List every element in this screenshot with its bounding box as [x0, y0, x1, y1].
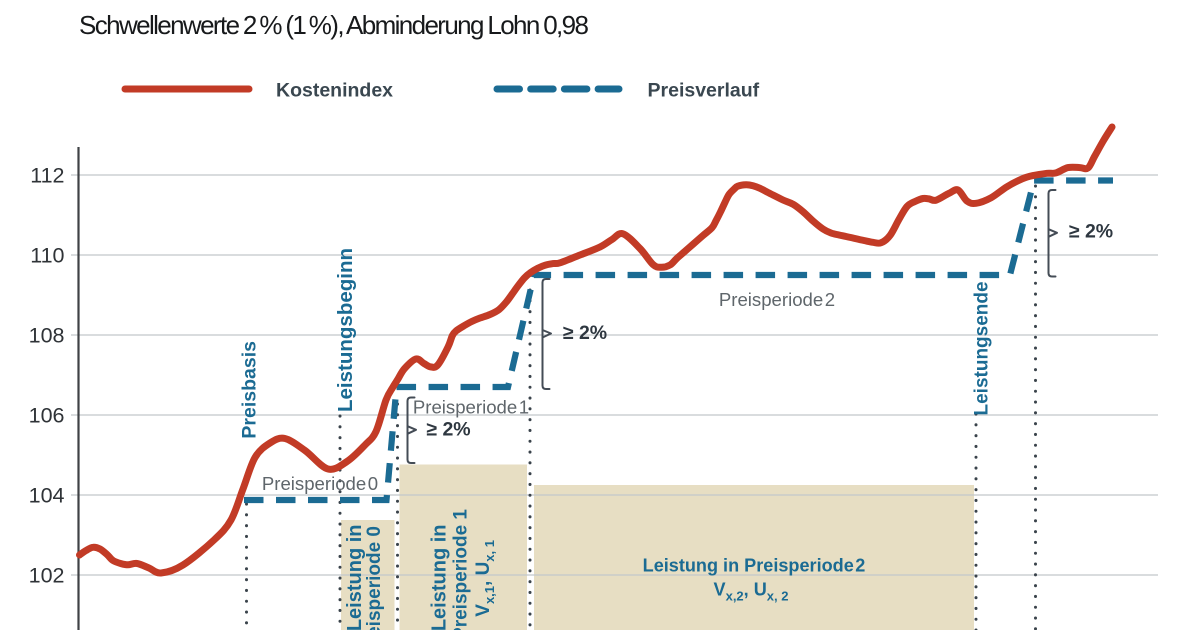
svg-text:≥ 2%: ≥ 2% — [563, 322, 607, 344]
svg-text:104: 104 — [29, 484, 65, 508]
svg-text:Kostenindex: Kostenindex — [276, 80, 393, 102]
svg-text:Preisbasis: Preisbasis — [239, 341, 261, 439]
svg-text:Preisperiode 2: Preisperiode 2 — [719, 289, 835, 310]
svg-text:Schwellenwerte 2 % (1 %), Abmi: Schwellenwerte 2 % (1 %), Abminderung Lo… — [79, 10, 588, 40]
svg-text:Leistungsende: Leistungsende — [972, 281, 993, 415]
svg-text:Leistung in: Leistung in — [344, 525, 366, 630]
svg-text:112: 112 — [30, 164, 64, 188]
svg-text:Preisperiode 1: Preisperiode 1 — [413, 397, 529, 418]
svg-text:≥ 2%: ≥ 2% — [1069, 221, 1113, 243]
svg-text:108: 108 — [29, 324, 65, 348]
svg-text:110: 110 — [30, 244, 64, 268]
svg-text:Preisverlauf: Preisverlauf — [648, 80, 760, 102]
svg-text:106: 106 — [29, 404, 65, 428]
svg-text:Preisperiode 1: Preisperiode 1 — [451, 509, 472, 630]
svg-text:≥ 2%: ≥ 2% — [426, 419, 470, 441]
svg-text:Preisperiode 0: Preisperiode 0 — [364, 526, 385, 630]
svg-text:Leistungsbeginn: Leistungsbeginn — [334, 248, 357, 412]
svg-text:102: 102 — [29, 564, 65, 588]
svg-text:Leistung in Preisperiode 2: Leistung in Preisperiode 2 — [643, 556, 866, 576]
svg-text:Preisperiode 0: Preisperiode 0 — [262, 473, 378, 494]
svg-text:Leistung in: Leistung in — [429, 525, 451, 630]
